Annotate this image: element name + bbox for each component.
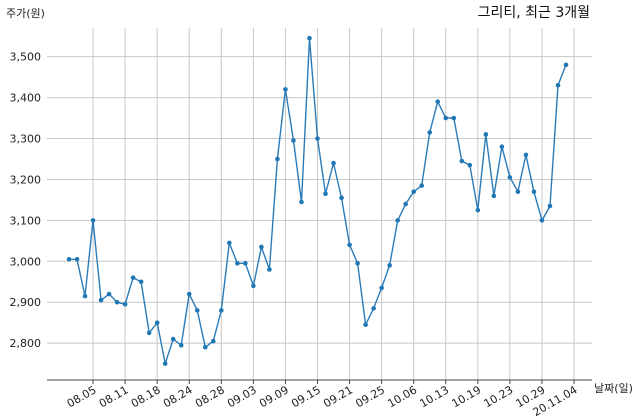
x-tick-label: 08.28 <box>193 383 227 410</box>
x-tick-label: 08.24 <box>161 383 195 410</box>
data-point <box>146 330 152 336</box>
data-point <box>186 291 192 297</box>
data-point <box>403 201 408 207</box>
data-point <box>114 299 120 305</box>
data-point <box>331 160 336 166</box>
data-point <box>523 152 529 158</box>
x-tick-label: 09.03 <box>225 383 259 410</box>
data-point <box>539 218 545 223</box>
data-point <box>483 132 489 137</box>
data-point <box>210 338 216 344</box>
data-point <box>387 263 392 268</box>
x-tick-label: 08.18 <box>129 383 163 410</box>
data-point <box>291 138 296 143</box>
data-point <box>515 189 521 195</box>
data-point <box>563 62 569 68</box>
data-point <box>395 218 400 223</box>
data-point <box>371 306 376 311</box>
data-point <box>435 99 441 104</box>
data-point <box>130 275 136 280</box>
data-point <box>467 162 473 168</box>
data-point <box>347 242 352 248</box>
y-tick-label: 2,900 <box>10 296 42 309</box>
x-tick-label: 09.25 <box>353 383 387 410</box>
data-point <box>90 218 96 223</box>
data-point <box>235 261 240 266</box>
x-tick-label: 10.06 <box>385 383 419 410</box>
data-point <box>307 35 312 41</box>
data-point <box>379 285 384 291</box>
axes <box>47 379 592 384</box>
data-point <box>475 207 481 213</box>
data-point <box>170 336 176 342</box>
data-point <box>219 308 224 313</box>
data-point <box>459 158 465 164</box>
data-point <box>315 136 320 141</box>
x-tick-label: 10.19 <box>450 383 484 410</box>
data-point <box>491 193 497 199</box>
data-point <box>547 203 553 209</box>
data-point <box>555 83 561 88</box>
data-point <box>251 283 256 289</box>
data-point <box>66 256 72 262</box>
data-point <box>243 261 248 266</box>
data-point <box>98 297 104 303</box>
data-point <box>451 115 457 121</box>
x-tick-label: 09.21 <box>321 383 355 410</box>
y-tick-label: 3,200 <box>10 173 42 186</box>
data-point <box>162 361 168 366</box>
y-tick-label: 3,400 <box>10 92 42 105</box>
data-point <box>202 344 208 350</box>
data-point <box>419 183 425 188</box>
y-tick-labels: 2,800 2,900 3,000 3,100 3,200 3,300 3,400 3,500 <box>10 51 42 351</box>
x-tick-label: 09.09 <box>257 383 291 410</box>
x-tick-label: 08.11 <box>97 383 131 410</box>
chart-title: 그리티, 최근 3개월 <box>478 5 590 21</box>
y-tick-label: 3,500 <box>10 51 42 64</box>
data-point <box>74 256 80 262</box>
x-tick-labels: 08.0508.1108.1808.2408.2809.0309.0909.15… <box>65 383 580 419</box>
data-point <box>531 189 537 195</box>
data-point <box>275 156 280 162</box>
y-tick-label: 2,800 <box>10 337 42 350</box>
data-point <box>267 267 272 272</box>
data-point <box>283 87 288 92</box>
y-axis-label: 주가(원) <box>6 7 45 20</box>
data-point <box>355 261 360 266</box>
data-point <box>339 195 344 201</box>
data-point <box>106 291 112 297</box>
data-point <box>227 240 232 246</box>
data-point <box>427 130 433 135</box>
y-tick-label: 3,300 <box>10 133 42 146</box>
y-tick-label: 3,100 <box>10 214 42 227</box>
data-point <box>178 342 184 348</box>
x-tick-label: 10.13 <box>417 383 451 410</box>
data-point <box>499 144 505 149</box>
data-point <box>507 175 513 180</box>
data-point <box>299 199 304 205</box>
x-tick-label: 09.15 <box>289 383 323 410</box>
x-axis-label: 날짜(일) <box>594 381 633 395</box>
data-point <box>259 244 264 250</box>
data-point <box>443 115 449 121</box>
data-point <box>122 301 128 307</box>
grid <box>47 28 592 380</box>
data-point <box>154 320 160 325</box>
data-point <box>411 189 416 195</box>
data-point <box>194 308 200 313</box>
series-layer <box>66 35 569 367</box>
data-point <box>138 279 144 285</box>
x-tick-label: 08.05 <box>65 383 99 410</box>
data-point <box>363 322 368 328</box>
data-point <box>82 293 88 299</box>
x-tick-label: 10.23 <box>482 383 516 410</box>
y-tick-label: 3,000 <box>10 255 42 268</box>
data-point <box>323 191 328 197</box>
